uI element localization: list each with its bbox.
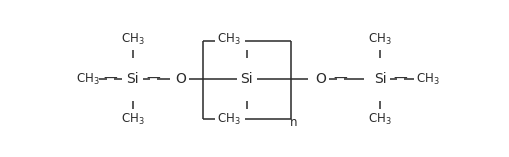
Text: n: n xyxy=(290,116,297,129)
Text: O: O xyxy=(315,72,325,86)
Text: CH$_3$: CH$_3$ xyxy=(121,32,145,47)
Text: CH$_3$: CH$_3$ xyxy=(217,32,240,47)
Text: CH$_3$: CH$_3$ xyxy=(415,72,438,87)
Text: —: — xyxy=(392,72,406,86)
Text: Si: Si xyxy=(373,72,385,86)
Text: —: — xyxy=(333,72,347,86)
Text: O: O xyxy=(175,72,185,86)
Text: Si: Si xyxy=(126,72,139,86)
Text: CH$_3$: CH$_3$ xyxy=(367,112,391,127)
Text: CH$_3$: CH$_3$ xyxy=(367,32,391,47)
Text: CH$_3$: CH$_3$ xyxy=(121,112,145,127)
Text: CH$_3$: CH$_3$ xyxy=(75,72,99,87)
Text: —: — xyxy=(103,72,117,86)
Text: CH$_3$: CH$_3$ xyxy=(217,112,240,127)
Text: —: — xyxy=(146,72,160,86)
Text: Si: Si xyxy=(240,72,252,86)
